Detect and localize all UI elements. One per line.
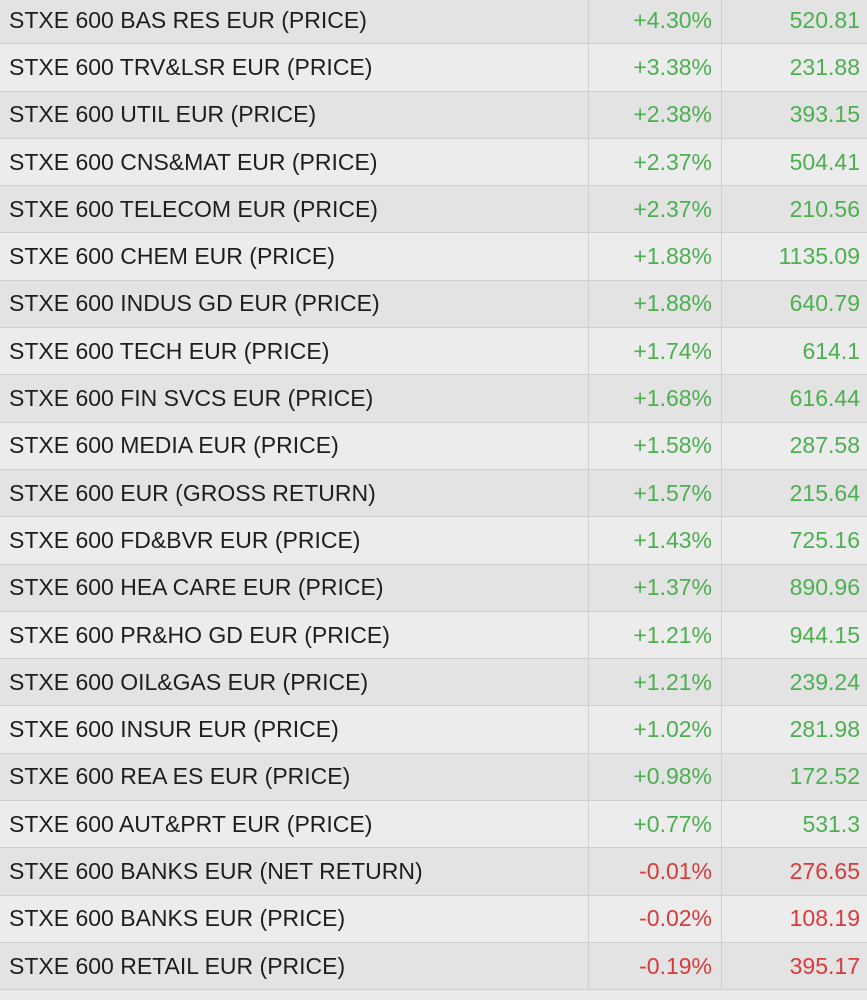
last-price: 504.41 <box>789 148 860 175</box>
percent-change: +2.37% <box>589 186 722 233</box>
index-name: STXE 600 FIN SVCS EUR (PRICE) <box>0 375 589 422</box>
last-price: 725.16 <box>789 526 860 553</box>
table-row[interactable]: STXE 600 CHEM EUR (PRICE) +1.88% 1135.09 <box>0 233 867 281</box>
last-price: 395.17 <box>789 952 860 979</box>
percent-change: +1.88% <box>589 233 722 280</box>
last-price: 239.24 <box>789 668 860 695</box>
last-price: 276.65 <box>789 857 860 884</box>
last-price: 172.52 <box>789 763 860 790</box>
last-price: 616.44 <box>789 385 860 412</box>
table-row[interactable]: STXE 600 BANKS EUR (PRICE) -0.02% 108.19 <box>0 895 867 943</box>
index-name: STXE 600 EUR (GROSS RETURN) <box>0 469 589 517</box>
last-price: 944.15 <box>789 621 860 648</box>
percent-change: +0.77% <box>589 801 722 848</box>
index-name: STXE 600 TELECOM EUR (PRICE) <box>0 186 589 233</box>
index-name: STXE 600 TRV&LSR EUR (PRICE) <box>0 44 589 91</box>
percent-change: +1.43% <box>589 517 722 564</box>
percent-change: +1.02% <box>589 706 722 753</box>
table-row[interactable]: STXE 600 UTIL EUR (PRICE) +2.38% 393.15 <box>0 91 867 139</box>
index-name: STXE 600 BANKS EUR (NET RETURN) <box>0 848 589 895</box>
last-price: 108.19 <box>789 905 860 932</box>
table-row[interactable]: STXE 600 AUT&PRT EUR (PRICE) +0.77% 531.3 <box>0 801 867 849</box>
last-price: 215.64 <box>789 479 860 506</box>
index-name: STXE 600 AUT&PRT EUR (PRICE) <box>0 801 589 848</box>
table-row[interactable]: STXE 600 TRV&LSR EUR (PRICE) +3.38% 231.88 <box>0 44 867 92</box>
table-row[interactable]: STXE 600 REA ES EUR (PRICE) +0.98% 172.52 <box>0 753 867 802</box>
table-row[interactable]: STXE 600 HEA CARE EUR (PRICE) +1.37% 890.9… <box>0 564 867 612</box>
percent-change: +3.38% <box>589 44 722 91</box>
table-row[interactable]: STXE 600 OIL&GAS EUR (PRICE) +1.21% 239.24 <box>0 659 867 707</box>
index-name: STXE 600 MEDIA EUR (PRICE) <box>0 422 589 469</box>
percent-change: +0.98% <box>589 753 722 801</box>
index-name: STXE 600 INDUS GD EUR (PRICE) <box>0 280 589 328</box>
index-name: STXE 600 BANKS EUR (PRICE) <box>0 895 589 942</box>
index-name: STXE 600 FD&BVR EUR (PRICE) <box>0 517 589 564</box>
table-row[interactable]: STXE 600 EUR (GROSS RETURN) +1.57% 215.64 <box>0 469 867 518</box>
percent-change: -0.02% <box>589 895 722 942</box>
table-row[interactable]: STXE 600 MEDIA EUR (PRICE) +1.58% 287.58 <box>0 422 867 470</box>
last-price: 231.88 <box>789 53 860 80</box>
last-price: 640.79 <box>789 290 860 317</box>
last-price: 614.1 <box>802 337 860 364</box>
table-row[interactable]: STXE 600 RETAIL EUR (PRICE) -0.19% 395.17 <box>0 942 867 991</box>
percent-change: +2.38% <box>589 91 722 138</box>
index-name: STXE 600 CHEM EUR (PRICE) <box>0 233 589 280</box>
table-row[interactable]: STXE 600 INSUR EUR (PRICE) +1.02% 281.98 <box>0 706 867 754</box>
index-name: STXE 600 HEA CARE EUR (PRICE) <box>0 564 589 611</box>
percent-change: +1.68% <box>589 375 722 422</box>
percent-change: +1.57% <box>589 469 722 517</box>
percent-change: +1.88% <box>589 280 722 328</box>
table-row[interactable]: STXE 600 INDUS GD EUR (PRICE) +1.88% 640.7… <box>0 280 867 329</box>
index-name: STXE 600 BAS RES EUR (PRICE) <box>0 0 589 44</box>
percent-change: +1.21% <box>589 611 722 659</box>
percent-change: -0.19% <box>589 942 722 990</box>
last-price: 890.96 <box>789 574 860 601</box>
index-name: STXE 600 REA ES EUR (PRICE) <box>0 753 589 801</box>
last-price: 210.56 <box>789 195 860 222</box>
last-price: 281.98 <box>789 716 860 743</box>
table-row[interactable]: STXE 600 FIN SVCS EUR (PRICE) +1.68% 616.4… <box>0 375 867 423</box>
percent-change: +1.74% <box>589 328 722 375</box>
index-name: STXE 600 TECH EUR (PRICE) <box>0 328 589 375</box>
last-price: 531.3 <box>802 810 860 837</box>
table-row[interactable]: STXE 600 FD&BVR EUR (PRICE) +1.43% 725.16 <box>0 517 867 565</box>
index-name: STXE 600 OIL&GAS EUR (PRICE) <box>0 659 589 706</box>
percent-change: +2.37% <box>589 138 722 186</box>
index-name: STXE 600 RETAIL EUR (PRICE) <box>0 942 589 990</box>
percent-change: +1.58% <box>589 422 722 469</box>
index-name: STXE 600 UTIL EUR (PRICE) <box>0 91 589 138</box>
table-row[interactable]: STXE 600 BAS RES EUR (PRICE) +4.30% 520.81 <box>0 0 867 45</box>
last-price: 393.15 <box>789 101 860 128</box>
last-price: 287.58 <box>789 432 860 459</box>
index-name: STXE 600 PR&HO GD EUR (PRICE) <box>0 611 589 659</box>
table-row[interactable]: STXE 600 PR&HO GD EUR (PRICE) +1.21% 944.1… <box>0 611 867 660</box>
table-row[interactable]: STXE 600 TECH EUR (PRICE) +1.74% 614.1 <box>0 328 867 376</box>
last-price: 520.81 <box>789 6 860 33</box>
index-name: STXE 600 INSUR EUR (PRICE) <box>0 706 589 753</box>
percent-change: -0.01% <box>589 848 722 895</box>
percent-change: +1.21% <box>589 659 722 706</box>
table-row[interactable]: STXE 600 TELECOM EUR (PRICE) +2.37% 210.56 <box>0 186 867 234</box>
percent-change: +4.30% <box>589 0 722 44</box>
index-name: STXE 600 CNS&MAT EUR (PRICE) <box>0 138 589 186</box>
last-price: 1135.09 <box>778 243 860 270</box>
percent-change: +1.37% <box>589 564 722 611</box>
table-row[interactable]: STXE 600 CNS&MAT EUR (PRICE) +2.37% 504.41 <box>0 138 867 187</box>
table-row[interactable]: STXE 600 BANKS EUR (NET RETURN) -0.01% 276… <box>0 848 867 896</box>
